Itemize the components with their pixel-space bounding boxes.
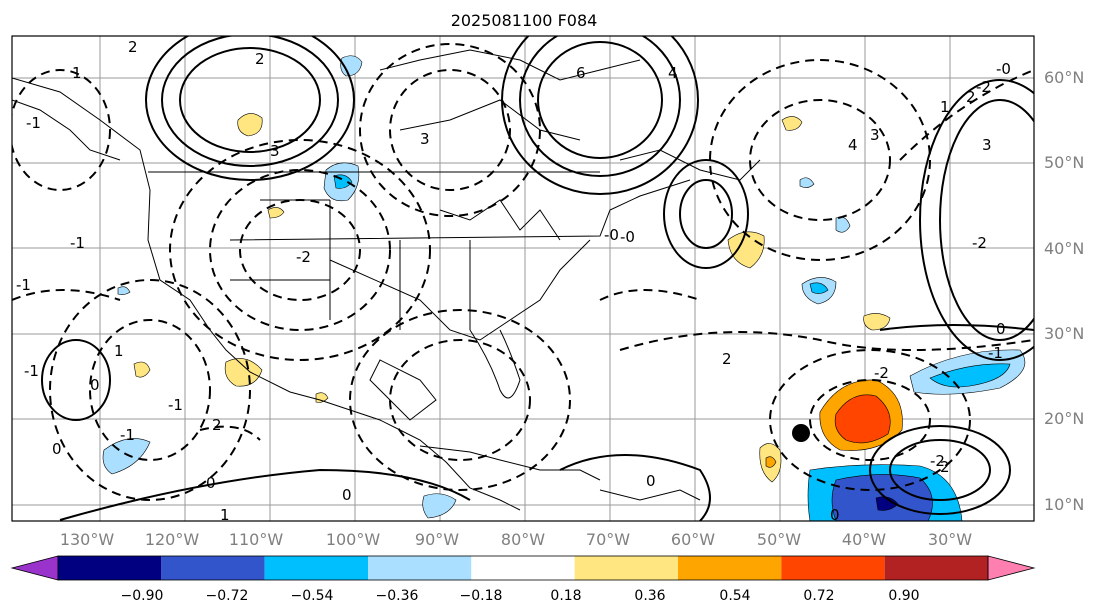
contour-label: -2 — [296, 248, 311, 266]
latitude-label: 40°N — [1044, 239, 1084, 258]
map-area: 2 1 2 3 3 6 4 3 4 1 2 3 -0 -2 -1 -1 2 -2… — [12, 36, 1034, 524]
contour-label: 1 — [940, 98, 950, 116]
contour-label: 2 — [940, 458, 950, 476]
contour-label: -1 — [988, 344, 1003, 362]
longitude-axis: 130°W 120°W 110°W 100°W 90°W 80°W 70°W 6… — [60, 530, 972, 549]
contour-label: 3 — [270, 142, 280, 160]
longitude-label: 90°W — [415, 530, 459, 549]
contour-label: -2 — [874, 364, 889, 382]
map-title: 2025081100 F084 — [451, 11, 598, 30]
latitude-axis: 60°N 50°N 40°N 30°N 20°N 10°N — [1044, 68, 1084, 514]
longitude-label: 80°W — [501, 530, 545, 549]
contour-label: -1 — [70, 234, 85, 252]
contours — [41, 36, 1034, 521]
contour-label: -0 — [996, 60, 1011, 78]
colorbar-ticks: −0.90 −0.72 −0.54 −0.36 −0.18 0.18 0.36 … — [121, 588, 920, 604]
contour-label: -1 — [168, 396, 183, 414]
contour-label: 1 — [220, 506, 230, 524]
colorbar-tick: −0.90 — [121, 588, 164, 604]
colorbar-extend-high — [987, 555, 1036, 581]
contour-label: -1 — [24, 362, 39, 380]
latitude-label: 20°N — [1044, 409, 1084, 428]
contour-label: 0 — [52, 440, 62, 458]
colorbar-tick: −0.18 — [460, 588, 503, 604]
contour-label: 3 — [420, 130, 430, 148]
dashed-contours — [12, 43, 1034, 501]
colorbar-tick: 0.18 — [550, 588, 581, 604]
contour-label: -0 — [620, 228, 635, 246]
colorbar: −0.90 −0.72 −0.54 −0.36 −0.18 0.18 0.36 … — [10, 555, 1036, 604]
contour-label: -2 — [930, 452, 945, 470]
colorbar-tick: 0.72 — [803, 588, 834, 604]
contour-label: -1 — [16, 276, 31, 294]
longitude-label: 30°W — [928, 530, 972, 549]
longitude-label: 120°W — [145, 530, 200, 549]
contour-label: 0 — [830, 506, 840, 524]
contour-label: 2 — [212, 416, 222, 434]
colorbar-segment — [781, 556, 885, 580]
colorbar-segment — [368, 556, 472, 580]
colorbar-segment — [58, 556, 162, 580]
colorbar-tick: −0.36 — [376, 588, 419, 604]
contour-label: -1 — [26, 114, 41, 132]
contour-label: -1 — [120, 426, 135, 444]
colorbar-segments — [10, 555, 1036, 581]
colorbar-segment — [678, 556, 782, 580]
contour-label: 2 — [255, 50, 265, 68]
longitude-label: 130°W — [60, 530, 115, 549]
latitude-label: 30°N — [1044, 324, 1084, 343]
contour-label: 0 — [342, 486, 352, 504]
contour-label: 2 — [128, 38, 138, 56]
contour-label: -2 — [976, 78, 991, 96]
coastlines — [12, 49, 761, 511]
colorbar-extend-low — [10, 555, 59, 581]
contour-label: -2 — [972, 234, 987, 252]
contour-label: 0 — [206, 474, 216, 492]
contour-label: 2 — [722, 350, 732, 368]
longitude-label: 110°W — [229, 530, 284, 549]
contour-label: 6 — [576, 64, 586, 82]
contour-label: 3 — [982, 136, 992, 154]
longitude-label: 60°W — [671, 530, 715, 549]
colorbar-segment — [264, 556, 368, 580]
longitude-label: 40°W — [842, 530, 886, 549]
contour-label: 0 — [646, 472, 656, 490]
latitude-label: 10°N — [1044, 495, 1084, 514]
contour-label: 0 — [996, 320, 1006, 338]
colorbar-tick: 0.36 — [634, 588, 665, 604]
colorbar-segment — [471, 556, 575, 580]
contour-label: 1 — [72, 64, 82, 82]
colorbar-tick: −0.54 — [291, 588, 334, 604]
colorbar-frame — [57, 555, 989, 581]
contour-label: 0 — [90, 376, 100, 394]
colorbar-tick: −0.72 — [206, 588, 249, 604]
longitude-label: 50°W — [757, 530, 801, 549]
colorbar-tick: 0.90 — [888, 588, 919, 604]
contour-label: -0 — [604, 226, 619, 244]
colorbar-tick: 0.54 — [719, 588, 750, 604]
contour-label: 2 — [966, 88, 976, 106]
contour-label: 1 — [114, 342, 124, 360]
map-frame — [11, 35, 1035, 522]
contour-label: 4 — [848, 136, 858, 154]
latitude-label: 60°N — [1044, 68, 1084, 87]
contour-labels: 2 1 2 3 3 6 4 3 4 1 2 3 -0 -2 -1 -1 2 -2… — [16, 38, 1011, 524]
longitude-label: 70°W — [586, 530, 630, 549]
colorbar-segment — [574, 556, 678, 580]
storm-position-marker — [792, 424, 810, 442]
contour-label: 4 — [668, 64, 678, 82]
longitude-label: 100°W — [326, 530, 381, 549]
latitude-label: 50°N — [1044, 153, 1084, 172]
colorbar-segment — [161, 556, 265, 580]
contour-label: 3 — [870, 126, 880, 144]
colorbar-segment — [884, 556, 988, 580]
